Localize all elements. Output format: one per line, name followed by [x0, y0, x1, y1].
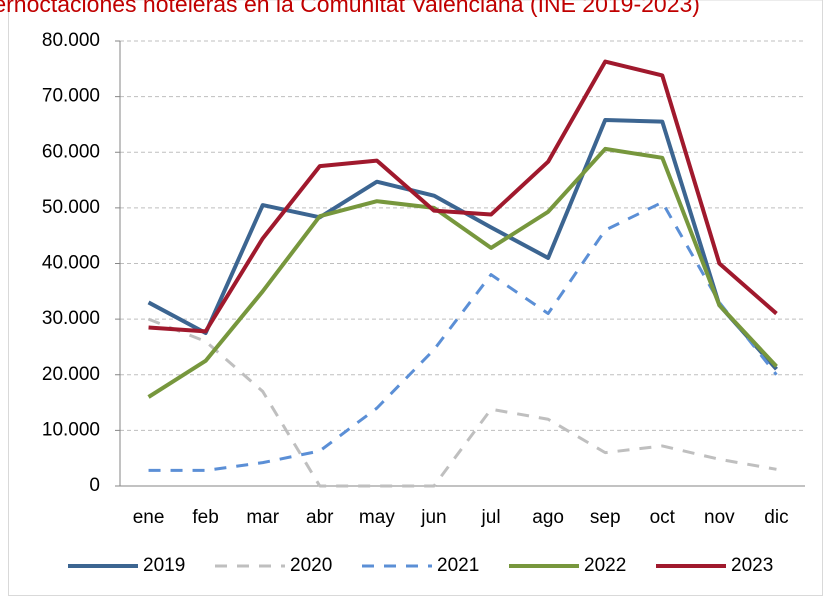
y-tick-label: 20.000 — [42, 364, 100, 385]
x-tick-label: sep — [590, 507, 621, 528]
series-line — [147, 317, 777, 488]
x-tick-label: oct — [650, 507, 676, 528]
x-tick-label: jul — [481, 507, 501, 528]
x-tick-label: ene — [133, 507, 165, 528]
legend-label: 2020 — [290, 555, 332, 576]
x-tick-label: feb — [192, 507, 218, 528]
chart-border — [8, 0, 823, 596]
legend-label: 2019 — [143, 555, 185, 576]
x-tick-label: ago — [532, 507, 564, 528]
y-tick-label: 10.000 — [42, 419, 100, 440]
y-tick-label: 60.000 — [42, 141, 100, 162]
y-tick-label: 70.000 — [42, 86, 100, 107]
series-line — [148, 59, 778, 334]
y-tick-label: 0 — [89, 475, 100, 496]
series-line — [147, 146, 778, 399]
y-tick-label: 50.000 — [42, 197, 100, 218]
x-tick-label: abr — [306, 507, 334, 528]
x-tick-label: nov — [704, 507, 735, 528]
x-tick-label: may — [359, 507, 395, 528]
y-tick-label: 30.000 — [42, 308, 100, 329]
legend-label: 2021 — [437, 555, 479, 576]
chart-title: Pernoctaciones hoteleras en la Comunitat… — [0, 0, 700, 17]
legend-label: 2022 — [584, 555, 626, 576]
y-tick-label: 40.000 — [42, 253, 100, 274]
x-tick-label: dic — [764, 507, 788, 528]
x-tick-label: jun — [420, 507, 446, 528]
x-tick-label: mar — [246, 507, 279, 528]
y-tick-label: 80.000 — [42, 30, 100, 51]
legend-label: 2023 — [731, 555, 773, 576]
